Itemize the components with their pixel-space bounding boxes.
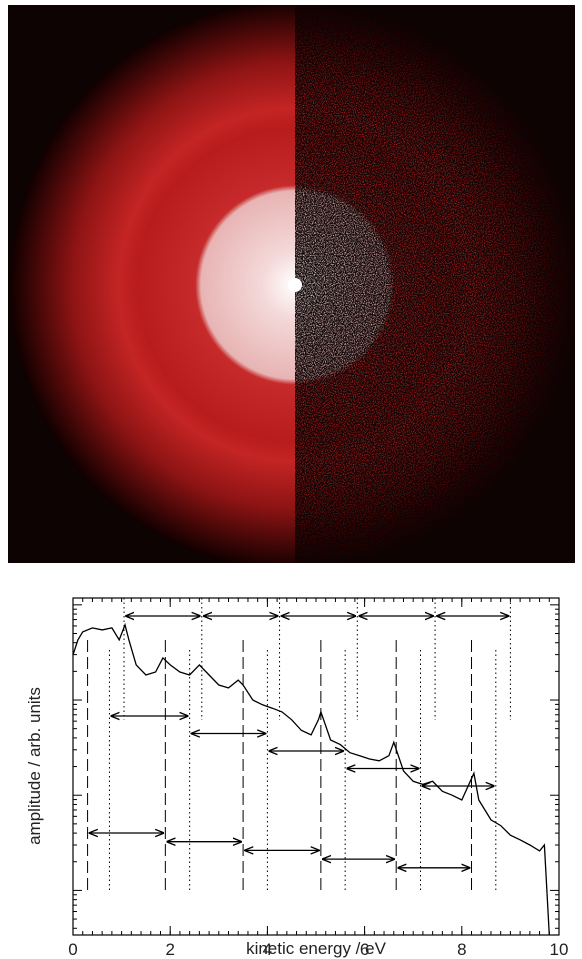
x-tick-label: 8	[457, 940, 466, 959]
figure: kinetic energy / eV amplitude / arb. uni…	[0, 0, 582, 959]
x-tick-label: 0	[68, 940, 77, 959]
x-tick-label: 4	[263, 940, 272, 959]
detector-image	[8, 0, 580, 570]
x-tick-label: 10	[550, 940, 569, 959]
x-tick-label: 2	[165, 940, 174, 959]
spectrum-line	[73, 625, 549, 935]
spectrum-plot: kinetic energy / eV amplitude / arb. uni…	[25, 598, 568, 959]
y-axis-label: amplitude / arb. units	[25, 687, 44, 845]
plot-frame	[73, 598, 559, 935]
x-tick-label: 6	[360, 940, 369, 959]
